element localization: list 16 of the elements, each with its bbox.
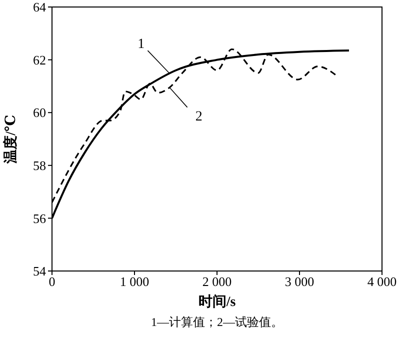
y-tick-label: 62: [33, 52, 46, 68]
x-tick-label: 2 000: [202, 274, 232, 290]
text: 1—计算值；2—试验值。: [150, 314, 284, 331]
y-tick-label: 64: [33, 0, 46, 15]
x-tick-label: 1 000: [120, 274, 150, 290]
x-tick-label: 3 000: [284, 274, 314, 290]
y-tick-label: 54: [33, 264, 46, 279]
text: 1: [138, 36, 145, 52]
y-tick-label: 58: [33, 158, 46, 174]
x-axis-title: 时间/s: [197, 293, 237, 311]
y-tick-label: 56: [33, 210, 46, 226]
y-axis-title: 温度/℃: [2, 114, 19, 164]
text: 2: [195, 110, 202, 125]
x-tick-label: 0: [48, 274, 56, 290]
y-tick-label: 60: [33, 105, 46, 120]
x-tick-label: 4 000: [367, 274, 397, 290]
